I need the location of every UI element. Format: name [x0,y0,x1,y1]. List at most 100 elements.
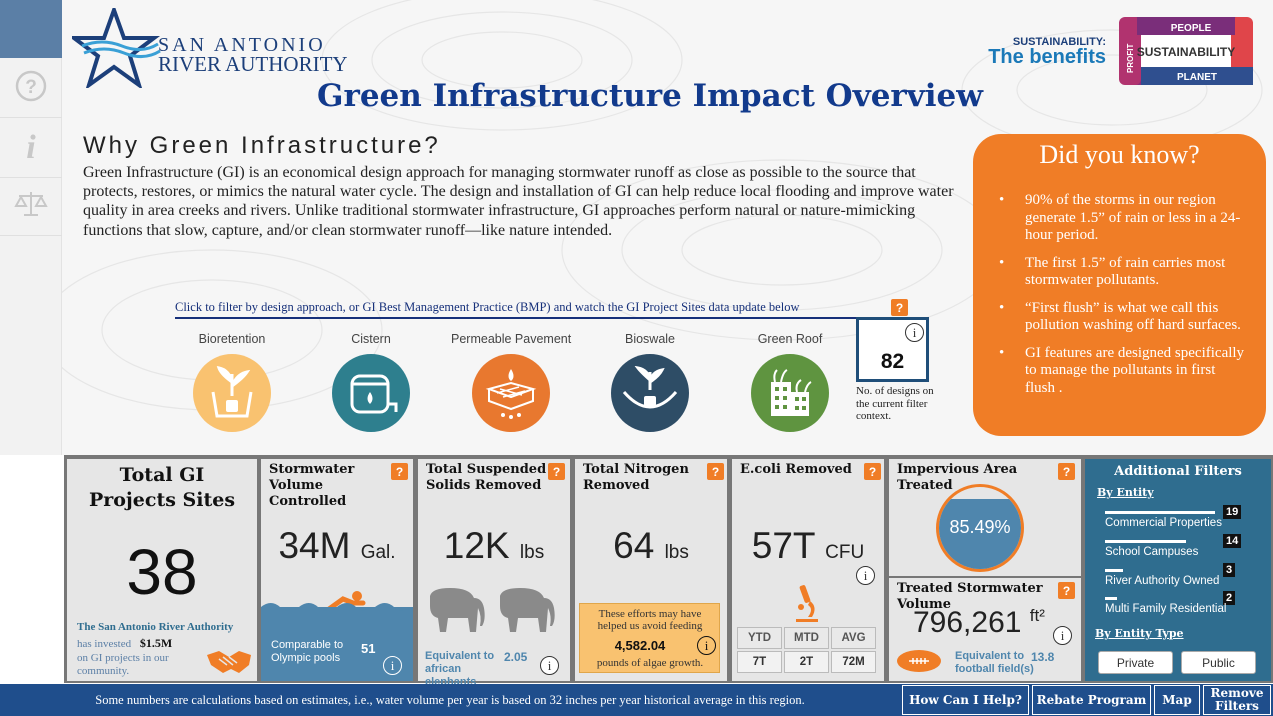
nitrogen-value: 64 [613,525,655,566]
question-icon[interactable]: ? [1058,582,1075,599]
by-entity-type-label: By Entity Type [1095,627,1184,640]
question-icon[interactable]: ? [1058,463,1075,480]
how-can-i-help-button[interactable]: How Can I Help? [902,685,1029,715]
entity-filter-item[interactable]: School Campuses [1105,546,1199,558]
ecoli-unit: CFU [825,542,865,563]
info-icon: i [16,128,46,169]
by-entity-label: By Entity [1097,486,1154,499]
entity-count: 2 [1223,591,1236,605]
nitrogen-metric: 64 lbs [575,525,727,567]
entity-count: 3 [1223,563,1236,577]
mtd-value: 2T [784,651,829,673]
ytd-header: YTD [737,627,782,649]
bmp-green-roof[interactable]: Green Roof [730,332,850,432]
sidebar-home-tile[interactable] [0,0,62,58]
did-you-know-title: Did you know? [1039,140,1200,169]
question-icon[interactable]: ? [391,463,408,480]
sustainability-title: The benefits [988,46,1106,68]
sustainability-logo[interactable]: PEOPLE SUSTAINABILITY PLANET PROFIT [1117,15,1255,87]
info-icon[interactable]: i [1053,626,1072,645]
remove-filters-button[interactable]: Remove Filters [1203,685,1271,715]
handshake-icon [205,647,253,680]
entity-filter-item[interactable]: Commercial Properties [1105,517,1222,529]
impervious-value: 85.49% [949,517,1011,537]
page-title: Green Infrastructure Impact Overview [317,78,983,114]
legal-button[interactable] [0,178,62,236]
treated-card: Treated Stormwater Volume ? 796,261 ft² … [889,578,1081,681]
treated-title: Treated Stormwater Volume [897,581,1043,612]
info-button[interactable]: i [0,120,62,178]
tss-title: Total Suspended Solids Removed [426,462,547,493]
info-icon[interactable]: i [383,656,402,675]
entity-filter-item[interactable]: Multi Family Residential [1105,603,1227,615]
nitrogen-card: Total Nitrogen Removed ? 64 lbs These ef… [575,459,727,681]
footer-note: Some numbers are calculations based on e… [95,693,805,707]
algae-note-value: 4,582.04 [614,638,666,653]
help-icon: ? [14,69,48,108]
rebate-program-button[interactable]: Rebate Program [1032,685,1151,715]
cistern-icon [332,354,410,432]
bmp-bioretention[interactable]: Bioretention [172,332,292,432]
bmp-instruction-text: Click to filter by design approach, or G… [175,300,800,314]
question-icon[interactable]: ? [891,299,908,316]
bmp-label: Bioretention [198,332,266,346]
question-icon[interactable]: ? [707,463,724,480]
design-count-caption: No. of designs on the current filter con… [856,385,934,422]
pools-caption: Comparable to Olympic pools [271,639,344,664]
nitrogen-unit: lbs [664,542,689,563]
impervious-card: Impervious Area Treated ? 85.49% [889,459,1081,576]
org-name: The San Antonio River Authority [77,621,234,633]
nitrogen-title: Total Nitrogen Removed [583,462,689,493]
svg-text:?: ? [25,77,37,98]
map-button[interactable]: Map [1154,685,1200,715]
treated-value: 796,261 [913,606,1022,639]
design-count-value: 82 [880,350,905,373]
svg-text:i: i [26,129,36,164]
bioretention-icon [193,354,271,432]
question-icon[interactable]: ? [548,463,565,480]
entity-share-bar[interactable] [1105,569,1123,572]
bmp-bioswale[interactable]: Bioswale [590,332,710,432]
left-sidebar: ? i [0,0,62,455]
stormwater-metric: 34M Gal. [261,525,413,567]
entity-count: 14 [1223,534,1242,548]
stormwater-title: Stormwater Volume Controlled [269,462,355,509]
entity-share-bar[interactable] [1105,597,1117,600]
info-icon[interactable]: i [697,636,716,655]
invested-prefix: has invested [77,638,132,650]
bmp-filter-instruction: Click to filter by design approach, or G… [175,300,887,319]
bmp-cistern[interactable]: Cistern [311,332,431,432]
sustainability-center: SUSTAINABILITY [1137,45,1235,59]
why-heading: Why Green Infrastructure? [83,132,441,159]
sustainability-planet: PLANET [1177,72,1217,83]
avg-value: 72M [831,651,876,673]
algae-note-suffix: pounds of algae growth. [596,657,704,669]
bmp-permeable-pavement[interactable]: Permeable Pavement [451,332,571,432]
entity-share-bar[interactable] [1105,540,1186,543]
ytd-value: 7T [737,651,782,673]
additional-filters-panel: Additional Filters By Entity 19 Commercia… [1085,459,1271,681]
additional-filters-title: Additional Filters [1114,464,1242,479]
info-icon[interactable]: i [540,656,559,675]
help-button[interactable]: ? [0,60,62,118]
did-you-know-item: The first 1.5” of rain carries most stor… [991,255,1248,290]
sustainability-label: SUSTAINABILITY: [1012,36,1106,48]
elephants-value: 2.05 [504,650,528,664]
entity-count: 19 [1223,505,1242,519]
invested-suffix: on GI projects in our community. [77,652,169,677]
info-icon[interactable]: i [905,323,924,342]
entity-filter-item[interactable]: River Authority Owned [1105,575,1220,587]
public-filter-button[interactable]: Public [1181,651,1256,674]
bmp-label: Green Roof [757,332,823,346]
did-you-know-item: 90% of the storms in our region generate… [991,192,1248,245]
did-you-know-item: “First flush” is what we call this pollu… [991,300,1248,335]
private-filter-button[interactable]: Private [1098,651,1173,674]
football-caption: Equivalent to football field(s) [955,650,1034,675]
mtd-header: MTD [784,627,829,649]
scales-icon [14,189,48,224]
entity-share-bar[interactable] [1105,511,1215,514]
question-icon[interactable]: ? [864,463,881,480]
info-icon[interactable]: i [856,566,875,585]
did-you-know-panel: Did you know? 90% of the storms in our r… [973,134,1266,436]
did-you-know-item: GI features are designed specifically to… [991,345,1248,398]
